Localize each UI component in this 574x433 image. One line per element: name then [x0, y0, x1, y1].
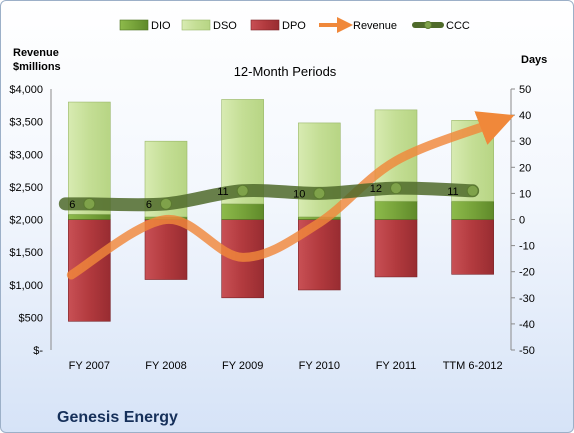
legend-label: DSO: [213, 20, 237, 32]
bar-dso: [68, 101, 111, 215]
left-tick-label: $1,500: [9, 247, 43, 259]
legend-item-dso: DSO: [181, 19, 237, 32]
legend: DIO DSO DPO Revenue CCC: [119, 17, 470, 33]
bar-dio: [451, 200, 494, 220]
ccc-data-label: 11: [447, 186, 458, 198]
bar-dpo: [374, 219, 418, 278]
ccc-marker: [236, 184, 249, 197]
legend-label: Revenue: [353, 20, 397, 32]
left-axis-label-line2: $millions: [13, 61, 61, 73]
legend-swatch-ccc-marker: [424, 21, 432, 29]
legend-item-ccc: CCC: [412, 20, 470, 32]
left-tick-label: $2,500: [9, 182, 43, 194]
right-tick-label: -30: [519, 293, 535, 305]
left-tick-label: $2,000: [9, 215, 43, 227]
legend-swatch-dio: [119, 19, 149, 31]
right-axis-ticks: -50 -40 -30 -20 -10 0 10 20 30 40 50: [510, 84, 535, 357]
x-tick-label: FY 2011: [376, 360, 417, 372]
revenue-line: [66, 111, 515, 280]
ccc-data-label: 6: [146, 199, 152, 211]
right-tick-label: 30: [519, 136, 531, 148]
right-tick-label: -50: [519, 345, 535, 357]
bar-dio: [374, 200, 418, 220]
ccc-data-label: 11: [217, 186, 228, 198]
x-tick-label: FY 2007: [69, 360, 110, 372]
ccc-marker: [466, 184, 479, 197]
legend-swatch-dpo: [250, 19, 280, 31]
right-tick-label: 20: [519, 162, 531, 174]
bar-dpo: [451, 219, 494, 275]
right-tick-label: 40: [519, 110, 531, 122]
legend-label: DIO: [151, 20, 171, 32]
right-tick-label: 0: [519, 215, 525, 227]
left-tick-label: $-: [33, 345, 43, 357]
x-axis-labels: FY 2007 FY 2008 FY 2009 FY 2010 FY 2011 TTM 6…: [69, 360, 503, 372]
left-tick-label: $1,000: [9, 280, 43, 292]
ccc-data-label: 6: [69, 199, 75, 211]
x-tick-label: FY 2009: [222, 360, 263, 372]
right-tick-label: 10: [519, 188, 531, 200]
left-axis-label-line1: Revenue: [13, 47, 59, 59]
company-name: Genesis Energy: [57, 409, 178, 426]
x-tick-label: FY 2010: [299, 360, 340, 372]
right-tick-label: -40: [519, 319, 535, 331]
right-tick-label: -20: [519, 267, 535, 279]
ccc-marker: [390, 182, 402, 195]
ccc-data-label: 10: [293, 188, 305, 200]
legend-label: DPO: [282, 20, 306, 32]
bar-dso: [298, 122, 341, 218]
ccc-data-label: 12: [370, 183, 382, 195]
bar-dpo: [144, 219, 188, 280]
ccc-series: 6 6 11 10 12 11: [58, 181, 480, 212]
legend-swatch-dso: [181, 19, 211, 31]
right-tick-label: -10: [519, 241, 535, 253]
x-tick-label: FY 2008: [145, 360, 186, 372]
ccc-marker: [83, 197, 96, 210]
left-tick-label: $3,000: [9, 149, 43, 161]
legend-item-dio: DIO: [119, 19, 171, 32]
left-axis-ticks: $- $500 $1,000 $1,500 $2,000 $2,500 $3,000 $3,5…: [9, 84, 52, 357]
left-tick-label: $3,500: [9, 117, 43, 129]
ccc-marker: [313, 187, 326, 200]
legend-label: CCC: [446, 20, 470, 32]
legend-item-revenue: Revenue: [319, 17, 397, 33]
left-tick-label: $4,000: [9, 84, 43, 96]
ccc-marker: [160, 197, 172, 210]
right-tick-label: 50: [519, 84, 531, 96]
right-axis-label: Days: [521, 54, 547, 66]
revenue-series: [66, 111, 515, 280]
bar-dio: [68, 213, 111, 220]
left-tick-label: $500: [19, 312, 43, 324]
x-tick-label: TTM 6-2012: [443, 360, 503, 372]
chart-title: 12-Month Periods: [234, 64, 337, 79]
bar-dio: [221, 203, 264, 220]
legend-item-dpo: DPO: [250, 19, 306, 32]
